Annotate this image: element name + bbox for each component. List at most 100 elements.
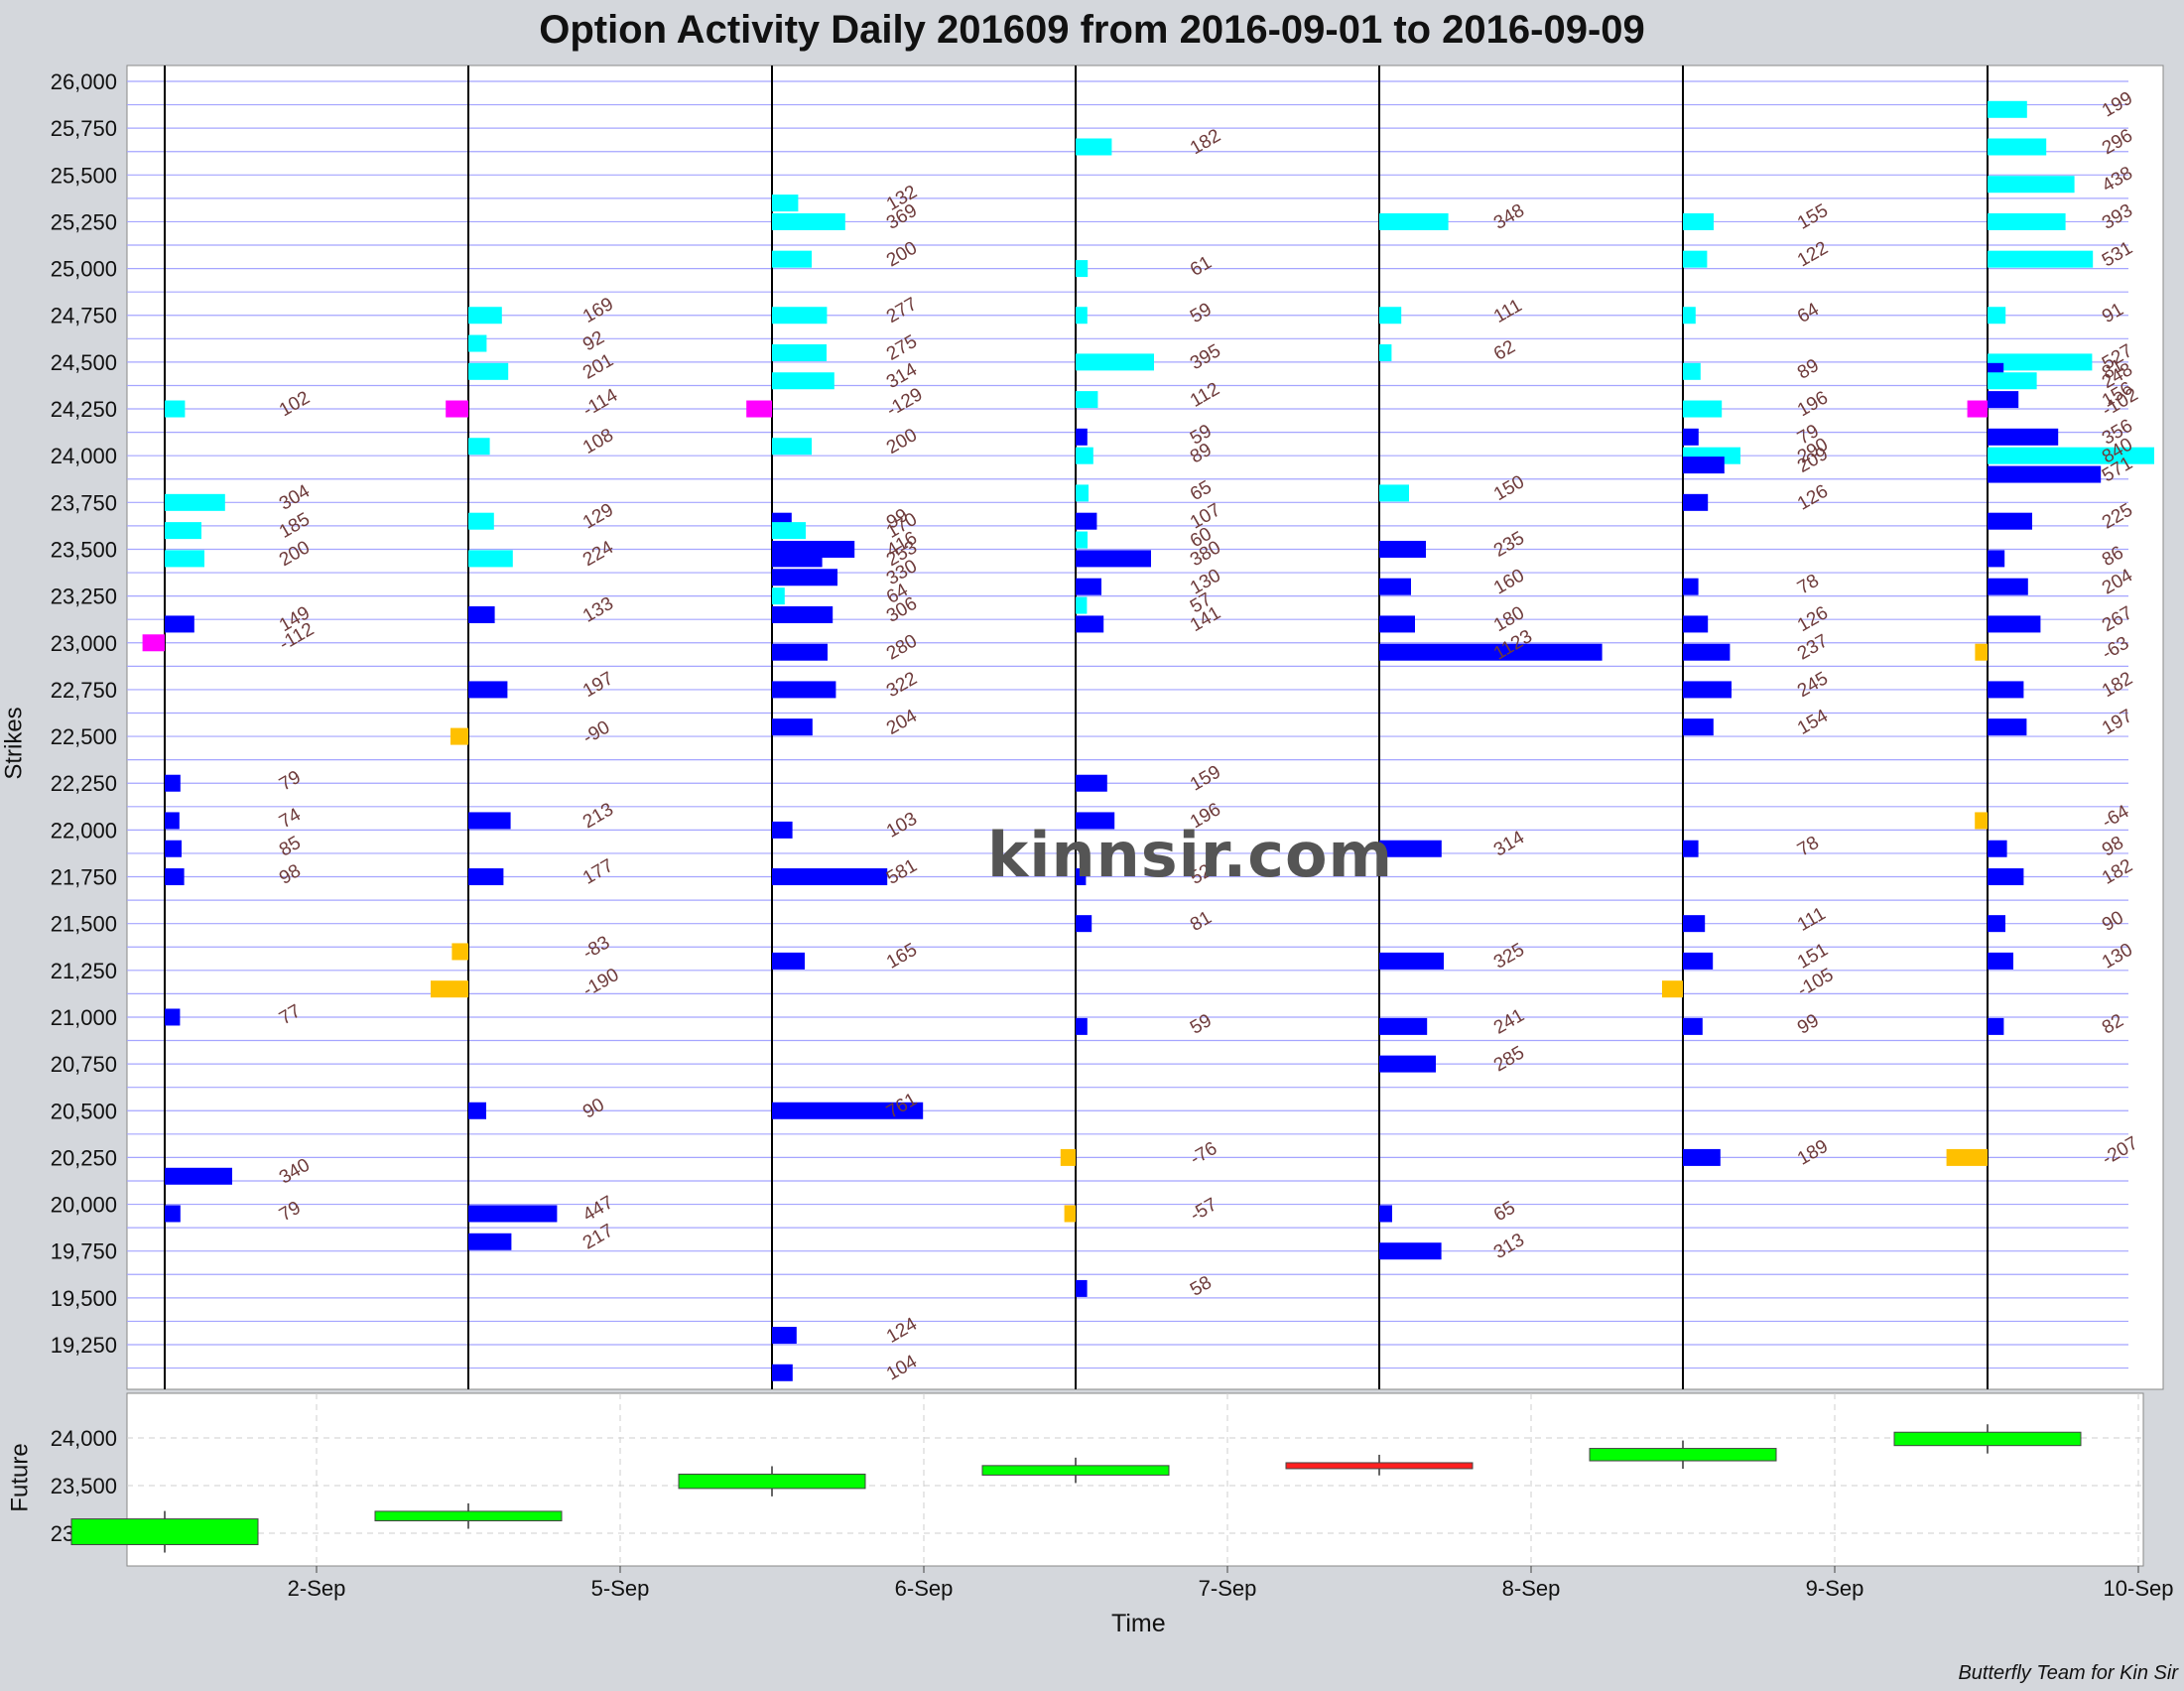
option-bar: [1379, 578, 1411, 595]
main-plot-area: [126, 65, 2164, 1390]
option-bar: [1988, 138, 2047, 156]
option-bar: [772, 718, 813, 736]
option-bar: [1946, 1148, 1988, 1166]
option-bar: [1076, 391, 1098, 409]
option-bar: [772, 681, 836, 699]
option-bar: [1683, 615, 1709, 633]
y-tick-label: 24,000: [51, 444, 117, 468]
option-bar: [1975, 643, 1988, 661]
option-bar: [1988, 952, 2013, 970]
option-bar: [1988, 250, 2094, 268]
y-tick-label: 20,750: [51, 1052, 117, 1077]
y-tick-label: 21,500: [51, 912, 117, 937]
future-candle: [981, 1465, 1170, 1476]
option-bar: [1076, 531, 1088, 549]
option-bar: [1683, 718, 1714, 736]
option-bar: [1064, 1205, 1076, 1223]
option-bar: [1683, 681, 1732, 699]
option-bar: [165, 550, 204, 568]
option-bar: [1076, 353, 1154, 371]
option-bar: [1988, 915, 2005, 933]
option-bar: [165, 1205, 181, 1223]
option-bar: [1683, 362, 1701, 380]
y-tick-label: 20,000: [51, 1193, 117, 1218]
y-tick-label: 25,750: [51, 116, 117, 141]
option-bar: [1076, 260, 1089, 278]
option-bar: [468, 605, 495, 623]
x-axis-label: Time: [1111, 1610, 1166, 1637]
option-bar: [468, 438, 490, 455]
option-bar: [1683, 400, 1723, 418]
option-bar: [165, 522, 201, 540]
option-bar: [1975, 812, 1988, 830]
option-bar: [1076, 428, 1088, 446]
option-bar: [1988, 512, 2032, 530]
y-tick-label: 20,250: [51, 1145, 117, 1170]
x-tick-label: 2-Sep: [288, 1576, 346, 1601]
option-bar: [1379, 1242, 1442, 1260]
option-bar: [1988, 718, 2027, 736]
future-candle: [70, 1518, 259, 1546]
y-tick-label: 24,500: [51, 350, 117, 375]
option-bar: [468, 307, 502, 325]
y-tick-label: 25,250: [51, 209, 117, 234]
option-bar: [1379, 343, 1392, 361]
option-bar: [1379, 212, 1449, 230]
option-bar: [1379, 540, 1426, 558]
x-tick-label: 5-Sep: [591, 1576, 650, 1601]
y-tick-label: 20,500: [51, 1099, 117, 1123]
y-tick-label: 19,750: [51, 1239, 117, 1264]
option-bar: [1683, 840, 1699, 857]
option-bar: [468, 681, 508, 699]
option-bar: [1988, 447, 2154, 464]
option-bar: [1988, 615, 2041, 633]
option-bar: [468, 812, 511, 830]
future-candle: [374, 1510, 563, 1522]
option-bar: [746, 400, 772, 418]
x-tick-label: 7-Sep: [1199, 1576, 1257, 1601]
y-tick-label: 22,750: [51, 678, 117, 703]
y-tick-label: 25,500: [51, 163, 117, 188]
y-tick-label: 21,750: [51, 865, 117, 890]
option-bar: [468, 334, 487, 352]
option-bar: [1683, 643, 1731, 661]
y-tick-label: 22,250: [51, 771, 117, 796]
option-bar: [1076, 307, 1088, 325]
option-bar: [142, 634, 165, 652]
option-bar: [772, 1364, 793, 1381]
option-bar: [1076, 1279, 1088, 1297]
future-y-tick-label: 24,000: [51, 1426, 117, 1451]
y-tick-label: 23,000: [51, 631, 117, 656]
option-bar: [1683, 456, 1725, 474]
option-bar: [1683, 915, 1706, 933]
option-bar: [1076, 615, 1104, 633]
option-bar: [165, 840, 182, 857]
y-tick-label: 19,250: [51, 1333, 117, 1358]
watermark-text: kinnsir.com: [987, 819, 1394, 891]
option-bar: [1988, 868, 2024, 886]
option-bar: [165, 1167, 232, 1185]
future-plot-area: [126, 1392, 2144, 1567]
option-bar: [1379, 1055, 1436, 1073]
option-bar: [1076, 512, 1097, 530]
future-y-tick-label: 23,500: [51, 1474, 117, 1498]
option-bar: [772, 952, 805, 970]
option-bar: [1683, 493, 1709, 511]
option-bar: [772, 307, 828, 325]
x-tick-label: 10-Sep: [2104, 1576, 2174, 1601]
option-bar: [1379, 484, 1409, 502]
x-tick-label: 6-Sep: [895, 1576, 954, 1601]
x-tick-label: 8-Sep: [1502, 1576, 1561, 1601]
option-bar: [1076, 138, 1112, 156]
option-bar: [1683, 212, 1714, 230]
future-candle: [1589, 1448, 1777, 1462]
option-bar: [1683, 428, 1699, 446]
credit-text: Butterfly Team for Kin Sir: [1958, 1662, 2178, 1684]
option-bar: [1076, 596, 1088, 614]
option-bar: [1988, 353, 2093, 371]
option-bar: [1379, 643, 1603, 661]
option-bar: [165, 615, 194, 633]
option-bar: [1683, 578, 1699, 595]
option-bar: [1379, 1017, 1428, 1035]
